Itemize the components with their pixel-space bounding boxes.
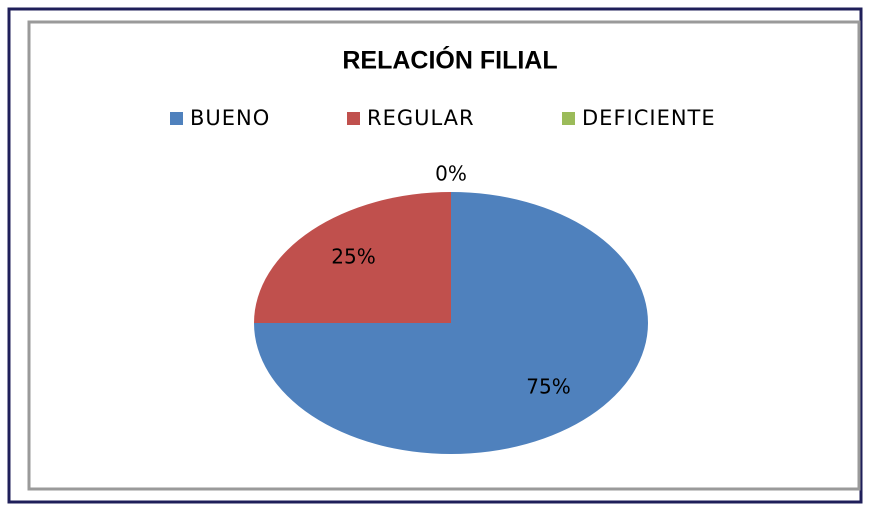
legend-swatch <box>170 112 183 125</box>
legend-label: REGULAR <box>367 106 475 130</box>
data-label: 75% <box>526 374 570 398</box>
legend-swatch <box>347 112 360 125</box>
outer-frame <box>7 7 863 504</box>
data-label: 0% <box>435 161 467 185</box>
data-label: 25% <box>331 245 375 269</box>
legend-swatch <box>562 112 575 125</box>
legend-label: BUENO <box>190 106 270 130</box>
chart-title: RELACIÓN FILIAL <box>342 45 557 75</box>
chart-border <box>27 20 861 491</box>
legend-label: DEFICIENTE <box>582 106 716 130</box>
pie-slice <box>254 192 451 323</box>
